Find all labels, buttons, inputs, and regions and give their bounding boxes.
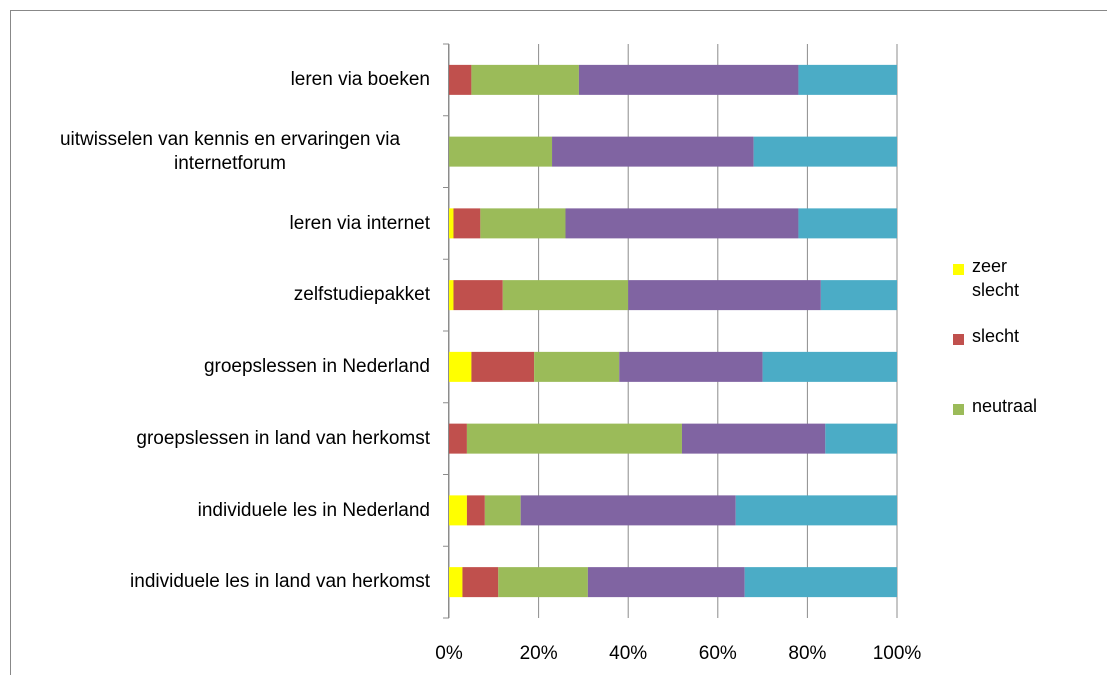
chart-frame: [10, 10, 1107, 675]
bar-segment: [449, 136, 553, 167]
legend-label: slecht: [972, 326, 1020, 346]
bar-segment: [449, 423, 467, 454]
bar-segment: [453, 280, 503, 311]
x-tick-label: 20%: [520, 643, 558, 664]
bar-segment: [628, 280, 821, 311]
y-tick-label-wrap: individuele les in land van herkomst: [10, 546, 430, 618]
bar-segment: [681, 423, 826, 454]
bar-segment: [753, 136, 897, 167]
y-tick-label: groepslessen in Nederland: [203, 356, 430, 377]
bar-segment: [453, 208, 481, 239]
bar-segment: [502, 280, 629, 311]
bar-segment: [534, 351, 620, 382]
y-tick-label-box: uitwisselen van kennis en ervaringen via…: [10, 116, 430, 188]
legend-swatch: [953, 334, 964, 345]
x-tick-label: 40%: [609, 643, 647, 664]
bar-segment: [498, 567, 588, 598]
y-tick-label: zelfstudiepakket: [293, 284, 430, 306]
bar-segment: [466, 495, 485, 526]
legend-label-box: slecht: [972, 326, 1020, 346]
legend-label-box: zeer slecht: [972, 256, 1020, 300]
y-tick-label-wrap: leren via internet: [10, 188, 430, 260]
y-tick-label-box: groepslessen in Nederland: [10, 331, 430, 403]
legend-swatch: [953, 264, 964, 275]
bar-segment: [466, 423, 682, 454]
y-tick-label-wrap: leren via boeken: [10, 44, 430, 116]
y-tick-label-box: leren via boeken: [10, 44, 430, 116]
legend-label-box: neutraal: [972, 396, 1038, 416]
bar-segment: [587, 567, 745, 598]
y-tick-label-wrap: zelfstudiepakket: [10, 259, 430, 331]
y-tick-label-wrap: uitwisselen van kennis en ervaringen via…: [10, 116, 430, 188]
bar-segment: [565, 208, 799, 239]
y-tick-label: individuele les in land van herkomst: [130, 571, 430, 593]
x-tick-label: 60%: [699, 643, 737, 664]
bar-segment: [462, 567, 499, 598]
y-tick-label-wrap: individuele les in Nederland: [10, 475, 430, 547]
y-tick-label-box: individuele les in Nederland: [10, 475, 430, 547]
y-tick-label: uitwisselen van kennis en ervaringen via…: [59, 128, 401, 174]
bar-segment: [798, 64, 897, 95]
bar-segment: [449, 208, 454, 239]
y-tick-label-box: individuele les in land van herkomst: [10, 546, 430, 618]
bar-segment: [552, 136, 754, 167]
y-tick-label-box: leren via internet: [10, 188, 430, 260]
bar-segment: [449, 567, 463, 598]
x-tick-label: 80%: [788, 643, 826, 664]
bar-segment: [484, 495, 521, 526]
y-tick-label: groepslessen in land van herkomst: [136, 427, 430, 449]
legend-label: zeer slecht: [972, 256, 1020, 300]
bar-segment: [449, 351, 472, 382]
y-tick-label: individuele les in Nederland: [197, 499, 430, 521]
y-tick-label-wrap: groepslessen in Nederland: [10, 331, 430, 403]
bar-segment: [520, 495, 736, 526]
x-tick-label: 100%: [873, 643, 922, 664]
x-tick-label: 0%: [435, 643, 463, 664]
y-tick-label-wrap: groepslessen in land van herkomst: [10, 403, 430, 475]
bar-segment: [471, 351, 535, 382]
bar-segment: [471, 64, 579, 95]
bar-segment: [762, 351, 897, 382]
legend-label: neutraal: [972, 396, 1038, 416]
bar-segment: [578, 64, 799, 95]
legend-swatch: [953, 404, 964, 415]
y-tick-label: leren via boeken: [290, 69, 430, 90]
bar-segment: [619, 351, 763, 382]
bar-segment: [449, 280, 454, 311]
bar-segment: [449, 64, 472, 95]
y-tick-label-box: zelfstudiepakket: [10, 259, 430, 331]
bar-segment: [798, 208, 897, 239]
y-tick-label: leren via internet: [289, 212, 430, 234]
bar-segment: [735, 495, 897, 526]
y-tick-label-box: groepslessen in land van herkomst: [10, 403, 430, 475]
bar-segment: [825, 423, 897, 454]
bar-segment: [449, 495, 467, 526]
bar-segment: [480, 208, 566, 239]
bar-segment: [744, 567, 897, 598]
bar-segment: [820, 280, 897, 311]
